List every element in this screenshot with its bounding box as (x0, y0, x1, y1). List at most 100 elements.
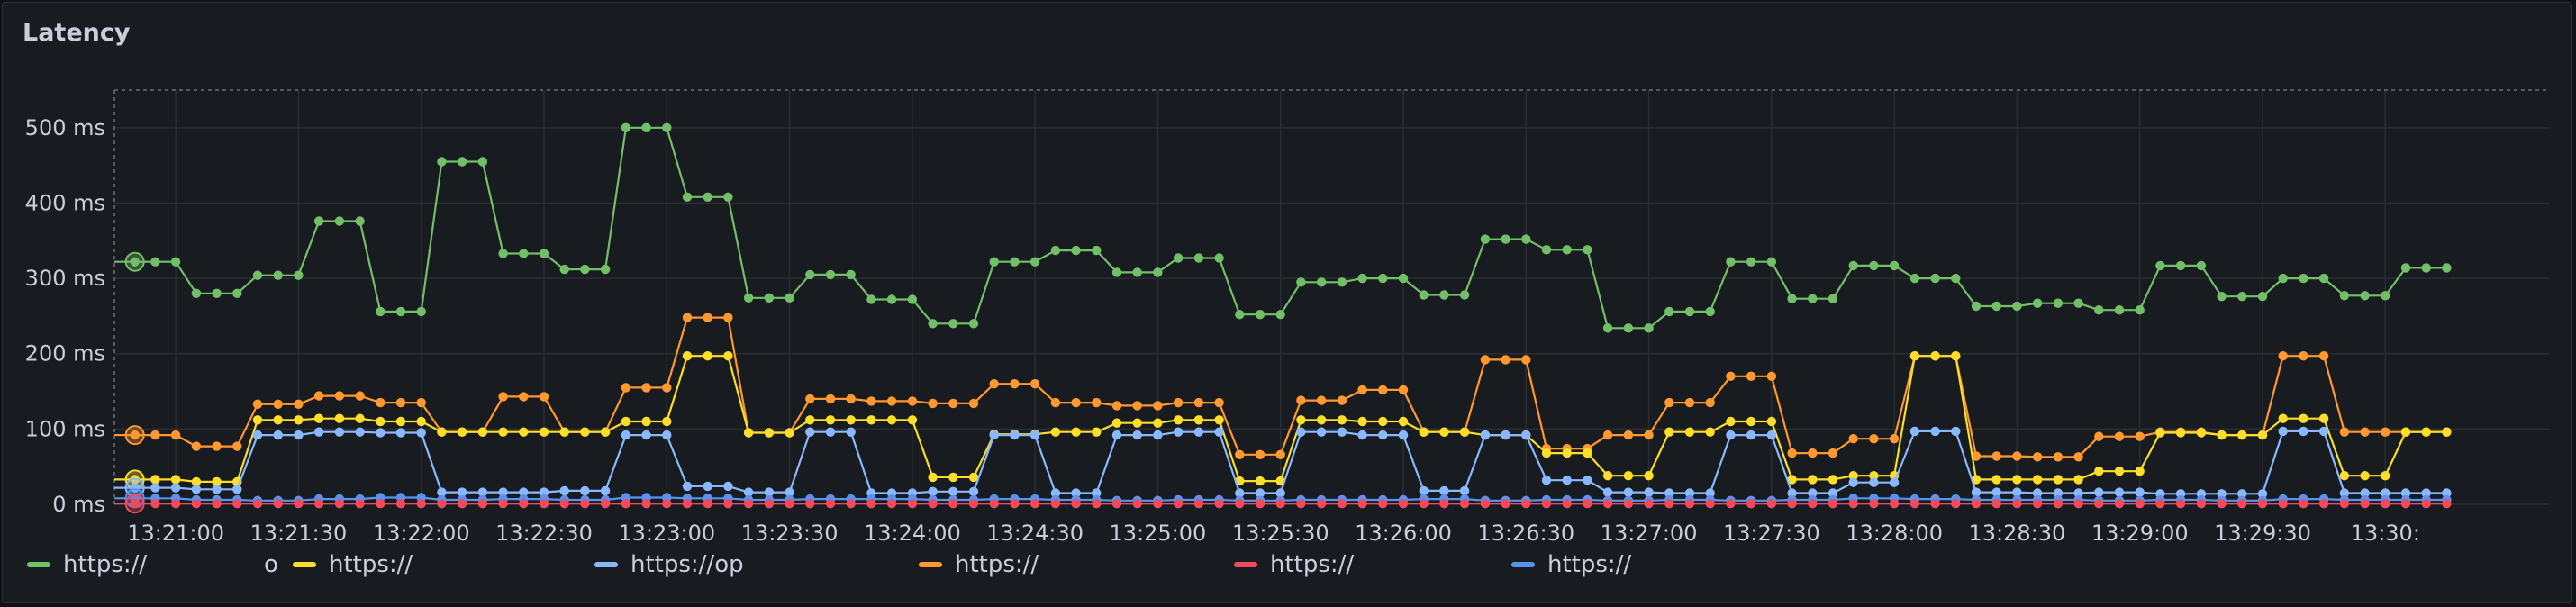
data-point (437, 487, 447, 497)
data-point (764, 487, 775, 497)
data-point (355, 391, 365, 401)
data-point (2360, 499, 2370, 509)
data-point (2094, 487, 2104, 497)
data-point (1378, 273, 1388, 284)
data-point (1930, 351, 1940, 361)
data-point (1071, 488, 1081, 498)
data-point (1459, 427, 1470, 437)
data-point (2032, 475, 2043, 485)
data-point (928, 319, 938, 329)
data-point (1909, 499, 1920, 509)
data-point (376, 416, 385, 427)
data-point (457, 487, 467, 497)
data-point (1235, 449, 1245, 459)
data-point (1623, 499, 1634, 509)
data-point (191, 441, 202, 451)
data-point (1296, 277, 1306, 287)
data-point (805, 269, 815, 280)
data-point (2114, 499, 2125, 509)
data-point (170, 499, 181, 509)
data-point (2257, 489, 2268, 499)
data-point (703, 313, 712, 322)
panel-title[interactable]: Latency (23, 19, 131, 47)
legend-item[interactable]: https:// (919, 551, 1039, 578)
data-point (1951, 499, 1961, 509)
data-point (641, 499, 651, 509)
data-point (1459, 499, 1470, 509)
data-point (1193, 415, 1204, 425)
data-point (1357, 273, 1367, 284)
data-point (1193, 427, 1204, 437)
data-point (1726, 499, 1736, 509)
data-point (334, 216, 345, 226)
data-point (743, 293, 754, 303)
data-point (2073, 452, 2083, 462)
data-point (150, 499, 160, 509)
data-point (334, 413, 345, 423)
data-point (2421, 488, 2431, 498)
data-point (437, 157, 447, 167)
data-point (519, 249, 529, 258)
legend-item[interactable]: https://op (594, 551, 744, 578)
data-point (1010, 379, 1020, 389)
data-point (1296, 427, 1306, 437)
data-point (1787, 499, 1797, 509)
legend-item[interactable]: https:// (27, 551, 147, 578)
data-point (968, 499, 979, 509)
data-point (1726, 257, 1736, 267)
data-point (334, 427, 345, 437)
data-point (968, 472, 979, 483)
data-point (1521, 355, 1531, 365)
data-point (1562, 499, 1572, 509)
data-point (723, 481, 733, 492)
data-point (1439, 499, 1449, 509)
legend: https:// o https:// https://op https:// https… (0, 551, 2571, 587)
data-point (600, 427, 611, 437)
data-point (1092, 427, 1102, 437)
legend-item[interactable]: https:// (1511, 551, 1631, 578)
data-point (1173, 499, 1184, 509)
y-tick-label: 500 ms (25, 115, 105, 140)
data-point (989, 499, 999, 509)
data-point (1235, 499, 1245, 509)
data-point (2094, 431, 2104, 441)
data-point (2360, 471, 2370, 481)
data-point (1848, 260, 1858, 271)
data-point (1357, 416, 1367, 427)
data-point (539, 499, 549, 509)
data-point (1337, 427, 1347, 437)
data-point (1439, 427, 1449, 437)
data-point (2237, 430, 2247, 440)
data-point (1029, 257, 1040, 267)
data-point (539, 427, 549, 437)
data-point (968, 398, 979, 409)
data-point (1357, 385, 1367, 395)
data-point (1501, 355, 1510, 365)
legend-item[interactable]: https:// (1234, 551, 1354, 578)
data-point (334, 499, 345, 509)
data-point (1255, 488, 1265, 498)
data-point (313, 391, 324, 401)
data-point (948, 319, 958, 329)
data-point (519, 499, 529, 509)
data-point (621, 122, 631, 132)
data-point (2442, 499, 2452, 509)
data-point (886, 415, 897, 425)
data-point (1644, 323, 1654, 333)
legend-swatch (27, 562, 50, 567)
data-point (2278, 499, 2288, 509)
data-point (1398, 273, 1409, 284)
data-point (313, 499, 324, 509)
data-point (2442, 427, 2452, 437)
data-point (1583, 499, 1592, 509)
data-point (1848, 471, 1858, 481)
legend-item[interactable]: o (264, 551, 278, 578)
data-point (846, 427, 856, 437)
data-point (1766, 371, 1777, 381)
data-point (2217, 292, 2227, 302)
legend-label: https://op (630, 551, 744, 578)
data-point (785, 487, 794, 497)
data-point (2360, 488, 2370, 498)
legend-item[interactable]: https:// (293, 551, 413, 578)
